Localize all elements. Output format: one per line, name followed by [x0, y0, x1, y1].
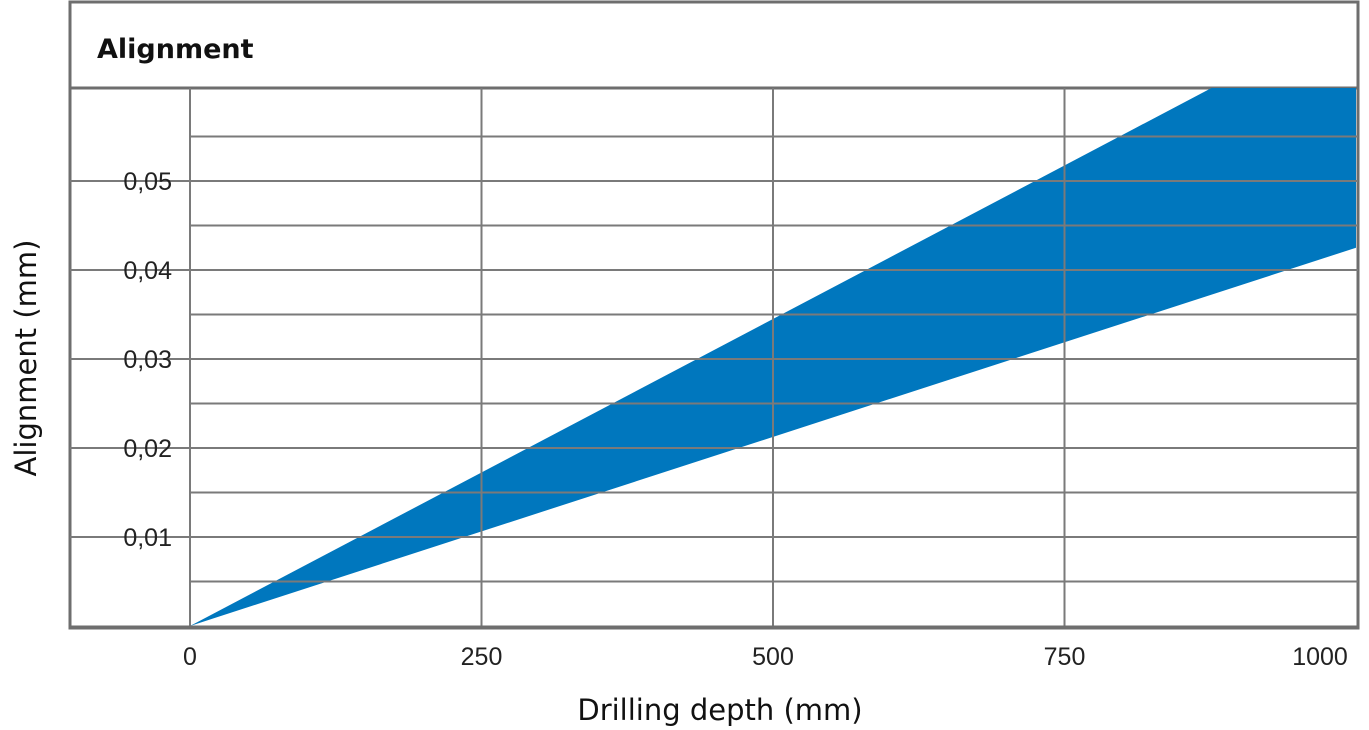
- y-axis-title: Alignment (mm): [9, 240, 43, 477]
- y-tick-label: 0,04: [123, 257, 172, 285]
- y-tick-label: 0,03: [123, 346, 172, 374]
- x-tick-label: 250: [461, 643, 503, 671]
- x-tick-label: 750: [1044, 643, 1086, 671]
- chart-title: Alignment: [97, 34, 254, 65]
- y-tick-label: 0,02: [123, 435, 172, 463]
- x-tick-label: 1000: [1292, 643, 1348, 671]
- y-tick-label: 0,01: [123, 524, 172, 552]
- x-tick-label: 0: [183, 643, 197, 671]
- x-tick-label: 500: [752, 643, 794, 671]
- y-tick-label: 0,05: [123, 168, 172, 196]
- x-axis-title: Drilling depth (mm): [577, 693, 862, 727]
- x-tick-labels: 0 250 500 750 1000: [183, 643, 1348, 671]
